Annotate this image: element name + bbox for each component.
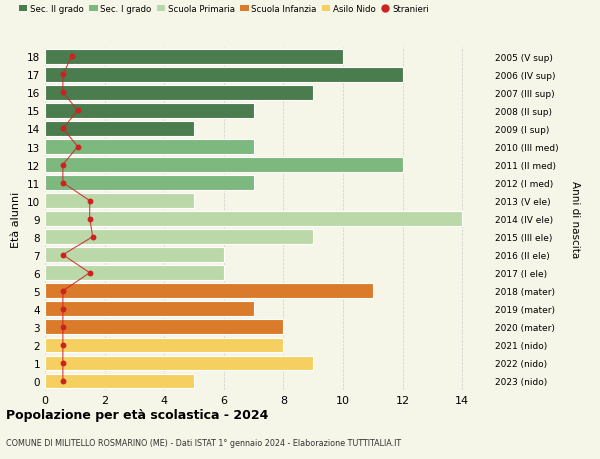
Text: COMUNE DI MILITELLO ROSMARINO (ME) - Dati ISTAT 1° gennaio 2024 - Elaborazione T: COMUNE DI MILITELLO ROSMARINO (ME) - Dat… (6, 438, 401, 447)
Point (73, 107, 83, 115)
Point (58, 72, 68, 79)
Point (58, 359, 68, 367)
Bar (45, 284, 373, 298)
Bar (45, 104, 254, 118)
Bar (45, 320, 283, 335)
Bar (45, 338, 283, 353)
Point (58, 306, 68, 313)
Point (85, 269, 95, 277)
Bar (45, 140, 254, 155)
Bar (45, 176, 254, 190)
Y-axis label: Età alunni: Età alunni (11, 191, 22, 247)
Bar (45, 86, 313, 101)
Point (67, 54, 77, 61)
Point (58, 162, 68, 169)
Point (58, 324, 68, 331)
Bar (45, 50, 343, 65)
Bar (45, 248, 224, 263)
Point (88, 234, 97, 241)
Point (58, 377, 68, 385)
Bar (45, 266, 224, 280)
Bar (45, 212, 462, 227)
Point (85, 197, 95, 205)
Legend: Sec. II grado, Sec. I grado, Scuola Primaria, Scuola Infanzia, Asilo Nido, Stran: Sec. II grado, Sec. I grado, Scuola Prim… (19, 5, 429, 14)
Bar (45, 122, 194, 137)
Point (85, 215, 95, 223)
Point (73, 144, 83, 151)
Text: Popolazione per età scolastica - 2024: Popolazione per età scolastica - 2024 (6, 408, 268, 421)
Point (58, 125, 68, 133)
Bar (45, 302, 254, 317)
Y-axis label: Anni di nascita: Anni di nascita (569, 181, 580, 257)
Bar (45, 230, 313, 245)
Point (58, 287, 68, 295)
Point (58, 252, 68, 259)
Bar (45, 356, 313, 370)
Point (58, 179, 68, 187)
Bar (45, 158, 403, 173)
Bar (45, 194, 194, 208)
Bar (45, 374, 194, 388)
Point (58, 90, 68, 97)
Bar (45, 68, 403, 83)
Point (58, 341, 68, 349)
